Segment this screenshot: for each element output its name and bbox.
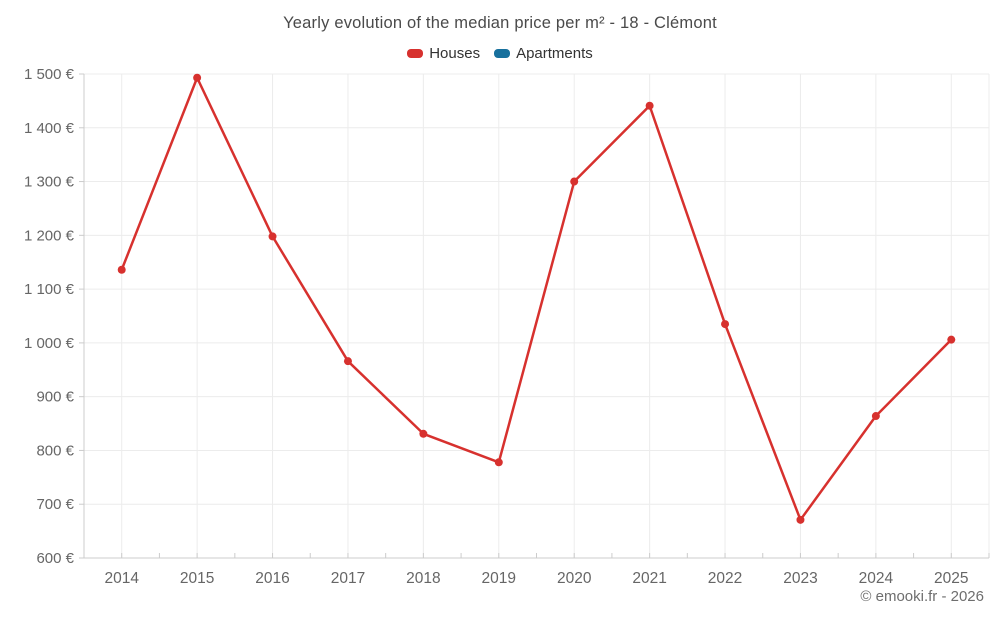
apartments-series-swatch-icon <box>494 49 511 58</box>
houses-data-point[interactable] <box>871 412 880 421</box>
houses-data-point[interactable] <box>419 429 428 438</box>
x-axis-label: 2015 <box>180 570 214 587</box>
x-axis-label: 2022 <box>708 570 742 587</box>
houses-series-swatch-icon <box>407 49 424 58</box>
legend-item-houses[interactable]: Houses <box>407 45 480 62</box>
x-axis-label: 2014 <box>104 570 139 587</box>
houses-data-point[interactable] <box>645 101 654 110</box>
y-axis-label: 1 000 € <box>24 335 75 352</box>
houses-data-point[interactable] <box>947 335 956 344</box>
x-axis-label: 2021 <box>632 570 666 587</box>
y-axis-label: 900 € <box>36 389 74 406</box>
x-axis-label: 2024 <box>859 570 894 587</box>
legend-label-houses: Houses <box>429 45 481 62</box>
x-axis-label: 2023 <box>783 570 817 587</box>
houses-data-point[interactable] <box>268 232 277 241</box>
y-axis-label: 800 € <box>36 442 74 459</box>
houses-data-point[interactable] <box>494 458 503 467</box>
y-axis-label: 700 € <box>36 496 74 513</box>
houses-data-point[interactable] <box>193 73 202 82</box>
houses-series-line <box>120 76 953 522</box>
x-axis-label: 2016 <box>255 570 289 587</box>
x-axis-label: 2025 <box>934 570 968 587</box>
chart-title: Yearly evolution of the median price per… <box>283 14 717 32</box>
x-axis-label: 2019 <box>482 570 516 587</box>
y-axis-label: 1 200 € <box>24 227 75 244</box>
houses-data-point[interactable] <box>721 320 730 329</box>
x-axis-label: 2020 <box>557 570 592 587</box>
houses-data-point[interactable] <box>796 515 805 524</box>
y-axis-label: 1 100 € <box>24 281 75 298</box>
y-axis-label: 1 400 € <box>24 120 75 137</box>
houses-data-point[interactable] <box>117 265 126 274</box>
legend-item-apartments[interactable]: Apartments <box>494 45 593 62</box>
houses-data-point[interactable] <box>343 357 352 366</box>
y-axis-label: 600 € <box>36 550 74 567</box>
y-axis-label: 1 300 € <box>24 174 75 191</box>
legend-label-apartments: Apartments <box>516 45 593 62</box>
x-axis-label: 2017 <box>331 570 365 587</box>
legend: Houses Apartments <box>0 45 1000 62</box>
y-axis-label: 1 500 € <box>24 66 75 83</box>
footer-credit: © emooki.fr - 2026 <box>860 588 984 605</box>
x-axis-label: 2018 <box>406 570 440 587</box>
houses-data-point[interactable] <box>570 177 579 186</box>
